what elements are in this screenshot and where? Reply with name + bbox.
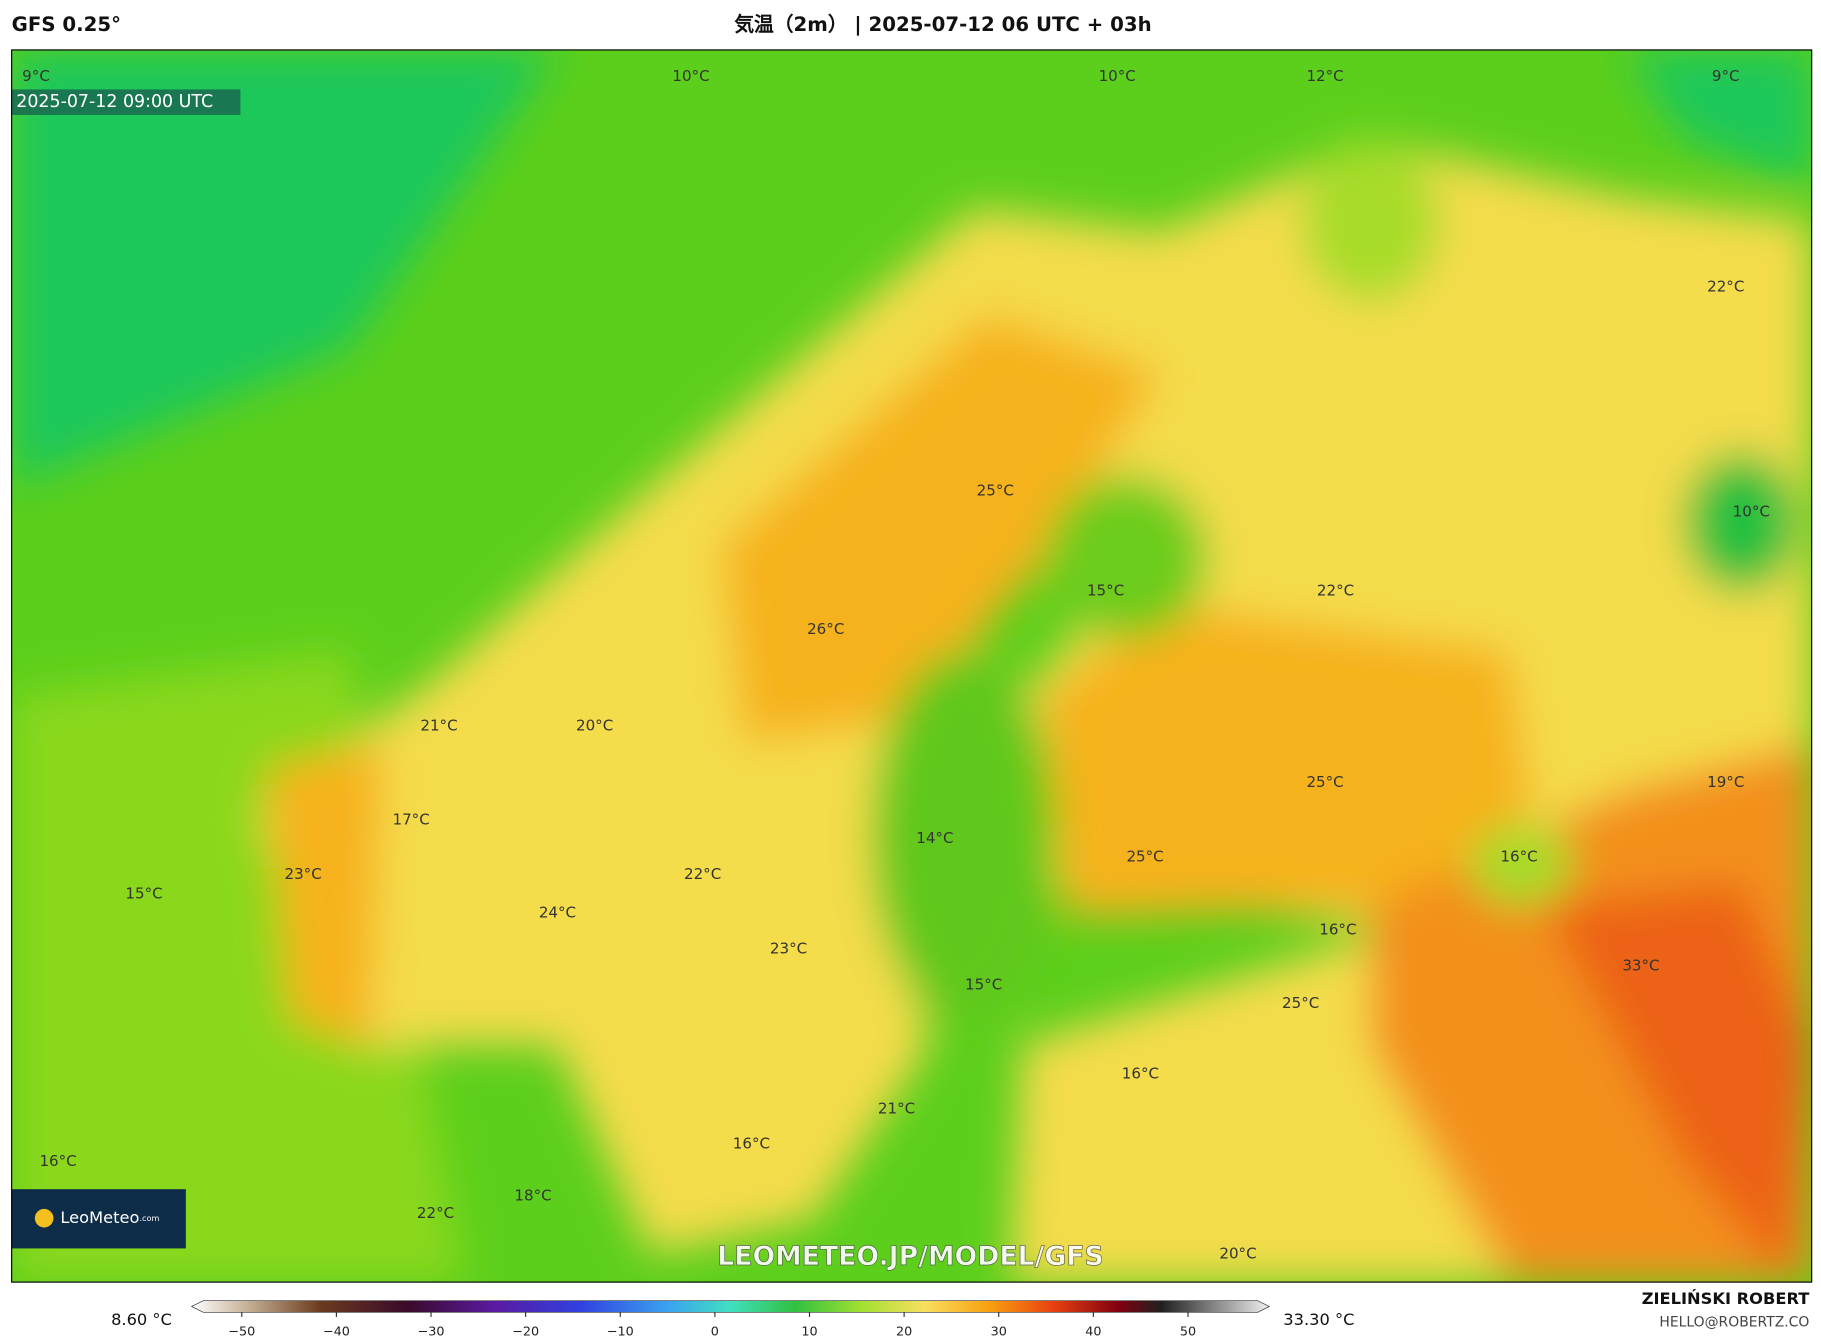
colorbar-tick-label: −40 — [323, 1325, 350, 1339]
temperature-label: 15°C — [125, 885, 162, 903]
temperature-label: 15°C — [965, 975, 1002, 993]
temperature-label: 10°C — [1733, 503, 1770, 521]
temperature-label: 22°C — [417, 1204, 454, 1222]
watermark: LEOMETEO.JP/MODEL/GFS — [717, 1241, 1104, 1272]
temperature-label: 12°C — [1306, 67, 1343, 85]
temperature-label: 16°C — [39, 1152, 76, 1170]
temperature-label: 25°C — [1282, 994, 1319, 1012]
colorbar-tick-label: −50 — [228, 1325, 255, 1339]
timestamp: 2025-07-12 09:00 UTC — [16, 92, 213, 112]
temperature-label: 9°C — [1712, 67, 1740, 85]
temperature-label: 22°C — [1317, 582, 1354, 600]
email: HELLO@ROBERTZ.CO — [1659, 1315, 1809, 1331]
logo-suffix: .com — [139, 1213, 159, 1223]
colorbar-tick-label: −10 — [607, 1325, 634, 1339]
colorbar-tick-label: 50 — [1180, 1325, 1196, 1339]
colorbar-tick-label: −20 — [512, 1325, 539, 1339]
temperature-label: 25°C — [1126, 848, 1163, 866]
colorbar-tick-label: 10 — [801, 1325, 817, 1339]
temperature-label: 10°C — [672, 67, 709, 85]
temperature-label: 25°C — [977, 482, 1014, 500]
temperature-label: 21°C — [420, 716, 457, 734]
temperature-label: 22°C — [1707, 277, 1744, 295]
colorbar — [190, 1300, 1271, 1313]
temperature-label: 19°C — [1707, 773, 1744, 791]
temperature-label: 16°C — [1122, 1065, 1159, 1083]
temperature-label: 26°C — [807, 620, 844, 638]
colorbar-tick-label: 0 — [711, 1325, 719, 1339]
map-title: 気温（2m） | 2025-07-12 06 UTC + 03h — [734, 13, 1151, 36]
temperature-label: 25°C — [1306, 773, 1343, 791]
temperature-label: 18°C — [514, 1187, 551, 1205]
temperature-label: 16°C — [733, 1134, 770, 1152]
logo-name: LeoMeteo — [60, 1208, 139, 1227]
logo: LeoMeteo.com — [60, 1208, 159, 1227]
temperature-label: 16°C — [1500, 848, 1537, 866]
temperature-label: 9°C — [22, 67, 50, 85]
temperature-label: 10°C — [1099, 67, 1136, 85]
colorbar-tick-label: −30 — [418, 1325, 445, 1339]
temperature-label: 20°C — [1219, 1245, 1256, 1263]
author: ZIELIŃSKI ROBERT — [1642, 1289, 1810, 1308]
colorbar-tick-label: 40 — [1085, 1325, 1101, 1339]
temperature-label: 21°C — [878, 1100, 915, 1118]
colorbar-tick-label: 20 — [896, 1325, 912, 1339]
temperature-label: 20°C — [576, 716, 613, 734]
temperature-label: 33°C — [1622, 957, 1659, 975]
temperature-label: 22°C — [684, 865, 721, 883]
colorbar-max: 33.30 °C — [1283, 1310, 1354, 1329]
temperature-label: 17°C — [393, 810, 430, 828]
model-name: GFS 0.25° — [12, 13, 121, 36]
temperature-label: 23°C — [284, 865, 321, 883]
map: 2025-07-12 09:00 UTC 9°C 10°C 10°C 12°C 9°C 2… — [11, 49, 1812, 1283]
colorbar-min: 8.60 °C — [111, 1310, 172, 1329]
temperature-label: 15°C — [1087, 582, 1124, 600]
temperature-label: 14°C — [916, 829, 953, 847]
temperature-label: 23°C — [770, 939, 807, 957]
temperature-label: 24°C — [539, 903, 576, 921]
colorbar-tick-label: 30 — [991, 1325, 1007, 1339]
temperature-label: 16°C — [1319, 921, 1356, 939]
